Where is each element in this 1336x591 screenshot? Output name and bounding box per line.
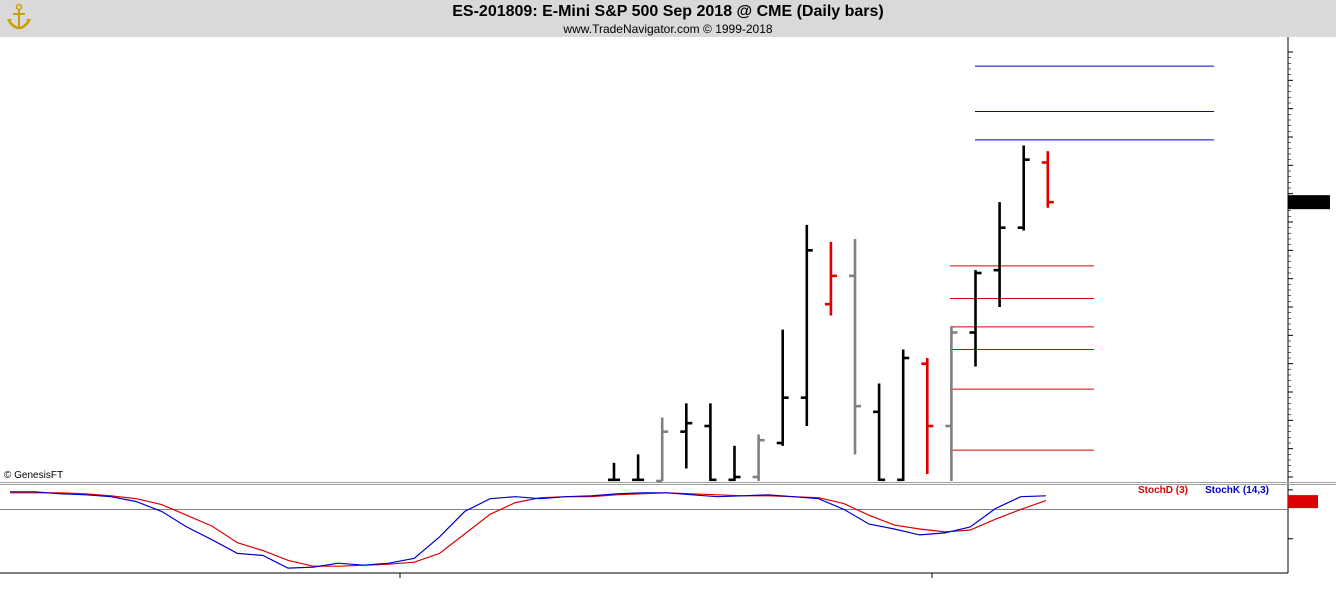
legend-stochk: StochK (14,3) — [1205, 485, 1269, 496]
anchor-logo-icon — [7, 3, 31, 30]
chart-header: ES-201809: E-Mini S&P 500 Sep 2018 @ CME… — [0, 0, 1336, 37]
stochastic-lines — [10, 491, 1047, 569]
plot-frame — [0, 37, 1336, 574]
price-axis — [1288, 51, 1293, 478]
series-line-stochd — [10, 492, 1047, 567]
last-price-marker — [1288, 195, 1330, 210]
last-price-box — [1288, 195, 1330, 210]
indicator-last-marker — [1288, 495, 1318, 509]
indicator-axis — [0, 489, 1293, 540]
price-levels — [950, 65, 1214, 451]
time-axis — [399, 573, 933, 578]
chart-subtitle: www.TradeNavigator.com © 1999-2018 — [563, 22, 773, 36]
watermark-text: © GenesisFT — [4, 470, 63, 481]
indicator-last-box — [1288, 495, 1318, 509]
price-bars — [608, 145, 1054, 483]
legend-stochd: StochD (3) — [1138, 485, 1188, 496]
chart-title: ES-201809: E-Mini S&P 500 Sep 2018 @ CME… — [452, 3, 884, 20]
series-line-stochk — [10, 491, 1047, 569]
